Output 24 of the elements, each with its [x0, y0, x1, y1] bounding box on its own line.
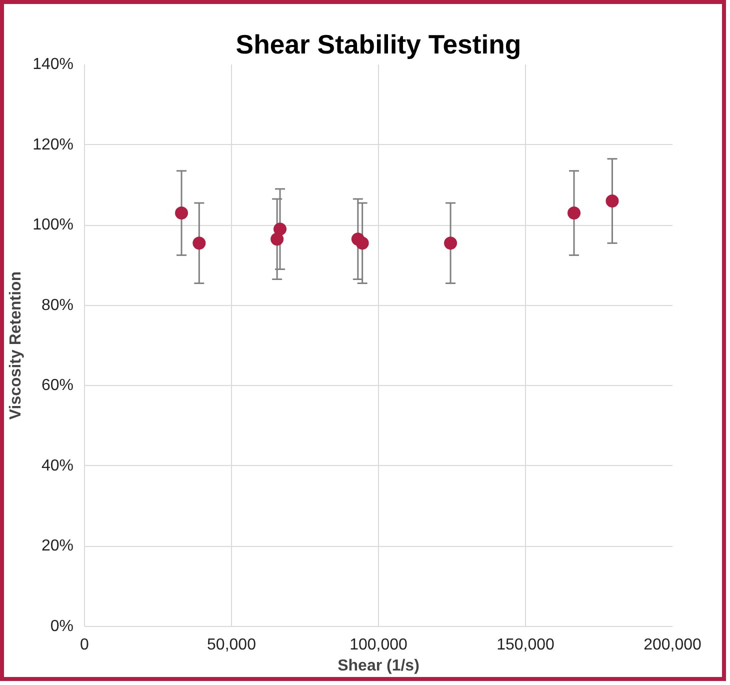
x-tick-label: 200,000 [644, 636, 702, 654]
point [192, 236, 206, 250]
x-tick-label: 0 [80, 636, 90, 654]
y-tick-label: 80% [41, 296, 74, 314]
y-tick-label: 140% [32, 56, 74, 73]
point [568, 206, 581, 220]
chart-title: Shear Stability Testing [236, 30, 522, 60]
point [606, 194, 619, 208]
point [444, 236, 458, 250]
y-tick-label: 60% [41, 377, 74, 394]
point [274, 222, 287, 236]
y-tick-label: 20% [41, 538, 74, 555]
x-tick-label: 50,000 [207, 636, 256, 654]
point [356, 236, 369, 250]
x-tick-label: 100,000 [350, 636, 408, 654]
y-axis-title: Viscosity Retention [8, 271, 25, 420]
x-axis-title: Shear (1/s) [338, 658, 420, 674]
x-tick-label: 150,000 [496, 636, 555, 654]
y-tick-label: 120% [32, 136, 74, 154]
point [270, 232, 284, 246]
y-tick-label: 100% [32, 216, 74, 234]
y-tick-label: 0% [50, 618, 74, 635]
y-tick-label: 40% [41, 457, 74, 474]
point [175, 206, 188, 220]
